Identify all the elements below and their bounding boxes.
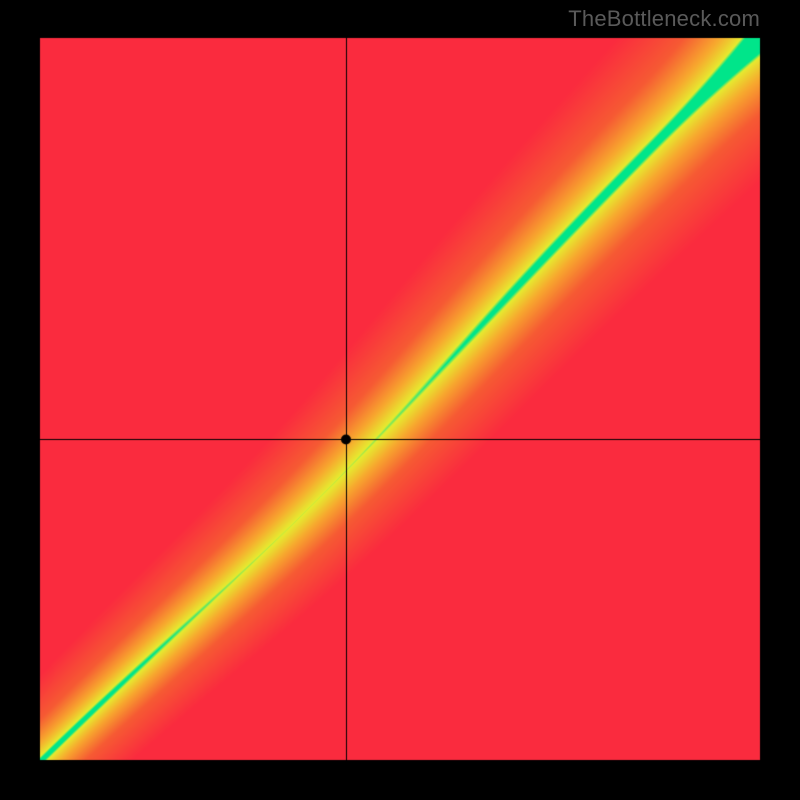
bottleneck-heatmap [0,0,800,800]
watermark-text: TheBottleneck.com [568,6,760,32]
chart-container: TheBottleneck.com [0,0,800,800]
